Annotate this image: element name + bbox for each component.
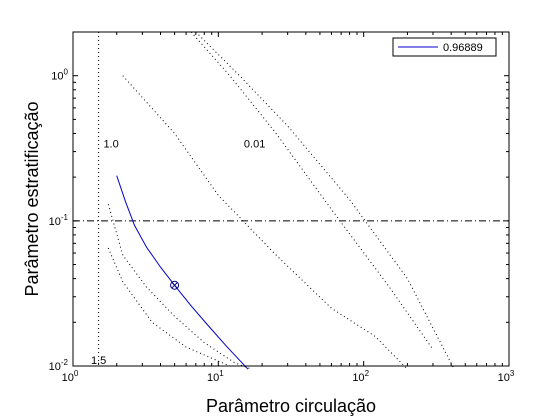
x-tick-label: 102 [352,369,369,384]
legend-label: 0.96889 [443,42,483,54]
series-lines [116,175,249,370]
contour-line-3 [122,75,408,370]
point-marker-circle [170,280,180,290]
x-axis-ticks: 100 101 102 103 [62,32,515,384]
y-tick-label: 10-1 [49,213,69,228]
contour-line-1 [107,204,252,370]
reference-lines: 1.5 [73,32,509,367]
point-marker [170,280,180,290]
x-axis-label: Parâmetro circulação [206,396,376,416]
y-tick-label: 10-2 [49,358,69,373]
series-line-1 [116,175,249,370]
plot-frame [72,31,510,367]
contour-annotation: 1.0 [103,139,118,151]
reference-line-label: 1.5 [91,355,106,367]
x-tick-label: 101 [207,369,224,384]
plot-area [73,32,509,366]
x-tick-label: 100 [62,369,79,384]
contour-lines [107,31,455,370]
y-tick-label: 100 [51,68,68,83]
point-marker-cross [171,282,178,289]
contour-annotation: 0.01 [244,139,265,151]
annotations: 1.0 0.01 [103,139,265,151]
marker-group [170,280,180,290]
legend: 0.96889 [392,37,497,57]
legend-box [392,37,497,57]
x-tick-label: 103 [498,369,515,384]
y-axis-ticks: 10-2 10-1 100 [49,31,509,373]
contour-line-2 [107,247,230,367]
contour-line-4 [190,31,434,350]
y-axis-label: Parâmetro estratificação [22,101,42,296]
